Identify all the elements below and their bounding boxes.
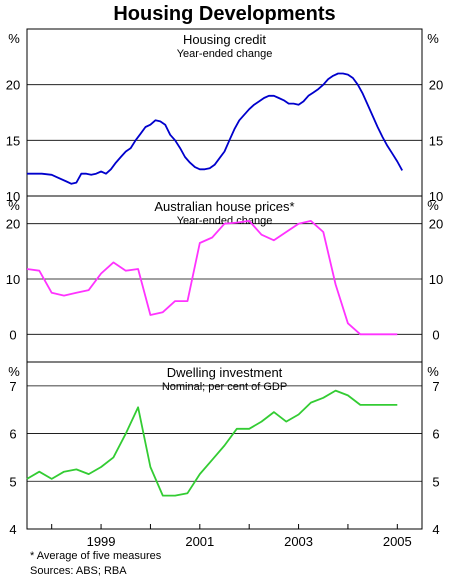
y-tick-label-right: 10	[429, 272, 443, 287]
y-tick-label-left: 20	[6, 78, 20, 93]
panel-subtitle: Nominal; per cent of GDP	[162, 381, 287, 393]
y-tick-label-left: 5	[9, 474, 16, 489]
panel-subtitle: Year-ended change	[177, 215, 273, 227]
y-tick-label-left: 15	[6, 133, 20, 148]
y-unit-right: %	[427, 31, 439, 46]
series-line	[26, 219, 398, 336]
x-axis-ticks: 1999 2001 2003 2005	[51, 524, 412, 549]
footnote: * Average of five measures	[30, 550, 162, 562]
y-tick-label-right: 5	[432, 474, 439, 489]
figure-title: Housing Developments	[113, 3, 335, 25]
y-tick-label-left: 10	[6, 272, 20, 287]
y-unit-left: %	[8, 31, 20, 46]
y-tick-label-right: 7	[432, 379, 439, 394]
y-unit-left: %	[8, 198, 20, 213]
panel-title: Housing credit	[183, 32, 266, 47]
y-tick-label-left: 6	[9, 427, 16, 442]
y-tick-label-left: 10	[6, 189, 20, 204]
x-tick-label: 1999	[87, 534, 116, 549]
panel-subtitle: Year-ended change	[177, 48, 273, 60]
y-tick-label-right: 15	[429, 133, 443, 148]
y-unit-right: %	[427, 364, 439, 379]
y-unit-left: %	[8, 364, 20, 379]
y-tick-label-right: 4	[432, 522, 439, 537]
y-tick-label-left: 7	[9, 379, 16, 394]
x-tick-label: 2003	[284, 534, 313, 549]
panel-title: Australian house prices*	[154, 199, 294, 214]
y-tick-label-right: 20	[429, 217, 443, 232]
x-tick-label: 2001	[185, 534, 214, 549]
y-tick-label-left: 4	[9, 522, 16, 537]
x-tick-label: 2005	[383, 534, 412, 549]
panel-2: % % 0 0 10 10 20 20 Australian house prices*Year…	[6, 195, 443, 342]
series-line	[27, 72, 403, 185]
y-tick-label-right: 0	[432, 327, 439, 342]
y-tick-label-left: 20	[6, 217, 20, 232]
y-unit-right: %	[427, 198, 439, 213]
sources: Sources: ABS; RBA	[30, 565, 127, 577]
y-tick-label-left: 0	[9, 327, 16, 342]
y-tick-label-right: 20	[429, 78, 443, 93]
y-tick-label-right: 10	[429, 189, 443, 204]
series-line	[26, 389, 398, 497]
y-tick-label-right: 6	[432, 427, 439, 442]
panel-title: Dwelling investment	[167, 365, 283, 380]
